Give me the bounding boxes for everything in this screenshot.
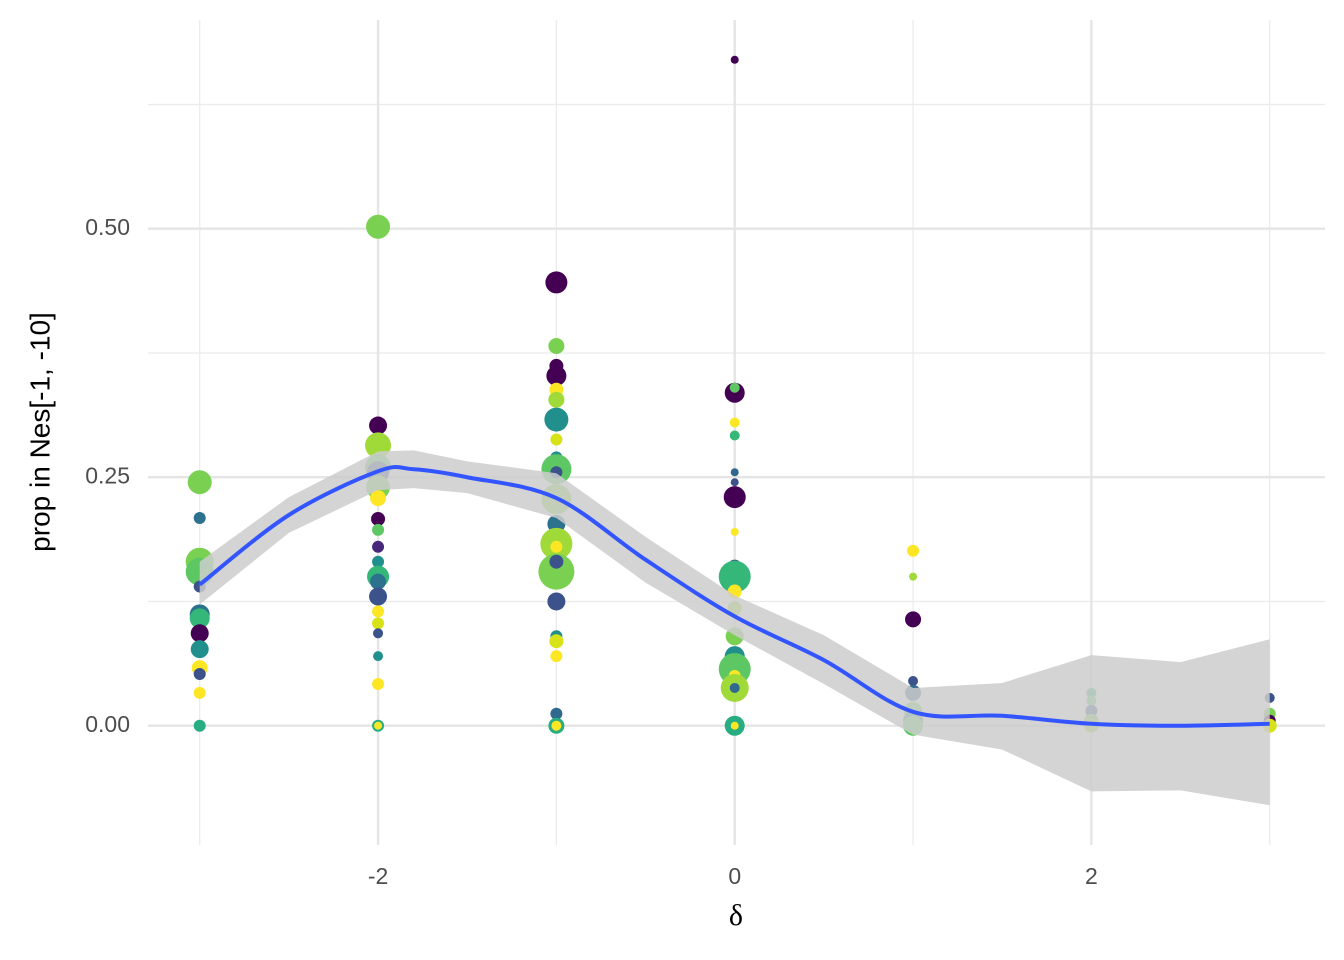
x-axis-title: δ	[729, 899, 743, 932]
y-tick-label: 0.00	[85, 711, 130, 737]
point	[369, 587, 388, 606]
point	[551, 720, 562, 731]
point	[549, 554, 564, 569]
point	[372, 540, 385, 553]
point	[370, 490, 387, 507]
point	[189, 608, 210, 629]
point	[550, 707, 563, 720]
point	[909, 572, 918, 581]
point	[193, 511, 206, 524]
point	[369, 416, 388, 435]
point	[190, 640, 209, 659]
point	[545, 271, 568, 294]
point	[372, 555, 385, 568]
point	[372, 523, 385, 536]
point	[730, 527, 739, 536]
point	[908, 675, 919, 686]
point	[550, 433, 563, 446]
point	[730, 721, 739, 730]
point	[366, 214, 391, 239]
point	[187, 470, 212, 495]
point	[907, 544, 920, 557]
point	[374, 721, 383, 730]
y-tick-label: 0.50	[85, 214, 130, 240]
point	[546, 365, 567, 386]
y-tick-label: 0.25	[85, 462, 130, 488]
point	[538, 553, 575, 590]
point	[548, 338, 565, 355]
point	[373, 628, 384, 639]
point	[544, 407, 569, 432]
point	[549, 634, 564, 649]
smooth-line	[198, 465, 1270, 728]
point	[729, 682, 740, 693]
point	[729, 417, 740, 428]
x-tick-label: 0	[728, 863, 741, 889]
point	[730, 478, 739, 487]
point	[372, 677, 385, 690]
point	[718, 560, 751, 593]
point	[730, 55, 739, 64]
point	[547, 592, 566, 611]
point	[548, 391, 565, 408]
point	[190, 624, 209, 643]
point	[723, 486, 746, 509]
point	[193, 668, 206, 681]
point	[193, 719, 206, 732]
point	[729, 382, 740, 393]
y-axis-title: prop in Nes[-1, -10]	[24, 312, 55, 552]
x-tick-label: -2	[368, 863, 388, 889]
x-tick-label: 2	[1085, 863, 1098, 889]
point	[370, 573, 387, 590]
point	[550, 540, 563, 553]
point	[729, 430, 740, 441]
point	[372, 617, 385, 630]
point	[193, 686, 206, 699]
point	[730, 468, 739, 477]
point	[371, 511, 386, 526]
point	[905, 611, 922, 628]
point	[550, 650, 563, 663]
point	[372, 605, 385, 618]
point	[373, 651, 384, 662]
